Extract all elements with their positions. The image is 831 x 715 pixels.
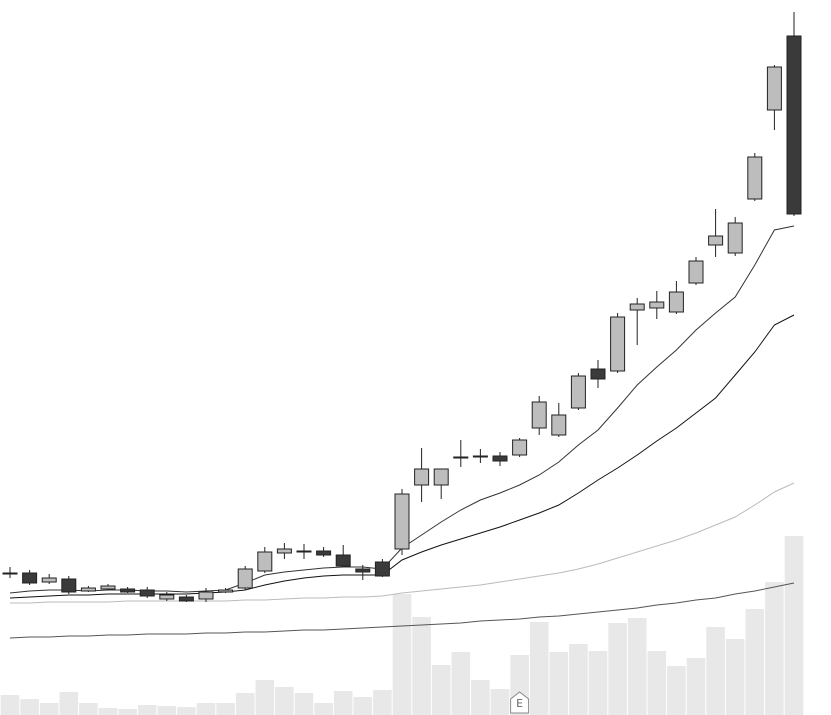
candle-body: [649, 301, 665, 309]
volume-bar: [20, 699, 39, 715]
candle-body: [394, 493, 410, 550]
candle-body: [590, 368, 606, 380]
volume-bar: [667, 666, 686, 715]
volume-bar: [431, 665, 451, 715]
candle-body: [335, 554, 351, 567]
candle-body: [120, 588, 136, 593]
volume-bar: [451, 652, 471, 715]
candle-body: [2, 572, 18, 575]
volume-bar: [745, 609, 765, 715]
volume-bar: [588, 651, 608, 715]
candle-body: [80, 587, 96, 592]
volume-bar: [706, 627, 725, 715]
volume-bar: [765, 582, 784, 715]
volume-bar: [529, 622, 549, 715]
volume-bar: [255, 680, 275, 715]
candle-body: [433, 468, 449, 486]
candle-body: [374, 561, 390, 577]
volume-bar: [216, 703, 235, 715]
volume-bar: [333, 691, 353, 715]
candle-body: [472, 455, 488, 458]
candle-body: [629, 303, 645, 311]
candle-body: [22, 572, 38, 584]
volume-bar: [157, 706, 177, 715]
candle-body: [100, 585, 116, 590]
candle-body: [766, 66, 782, 111]
candle-body: [316, 550, 332, 556]
event-marker: [510, 691, 530, 714]
volume-bar: [549, 652, 569, 715]
volume-bar: [39, 703, 59, 715]
volume-bar: [294, 693, 314, 715]
candle-body: [61, 578, 77, 593]
candle-body: [668, 291, 684, 313]
candle-body: [178, 596, 194, 602]
volume-bar: [314, 703, 333, 715]
volume-bar: [79, 703, 98, 715]
candle-body: [512, 439, 528, 456]
candle-body: [570, 375, 586, 409]
volume-bar: [59, 692, 79, 715]
candle-body: [414, 468, 430, 486]
volume-bar: [373, 690, 392, 715]
moving-average: [9, 314, 795, 599]
volume-bar: [275, 687, 294, 715]
volume-bar: [353, 697, 373, 715]
candle-body: [296, 550, 312, 553]
volume-bar: [98, 708, 118, 715]
candle-body: [198, 591, 214, 600]
volume-bar: [412, 617, 431, 715]
candle-body: [139, 589, 155, 597]
candle-body: [453, 456, 469, 459]
moving-average: [9, 582, 795, 639]
volume-bar: [608, 623, 627, 715]
event-label: E: [516, 697, 523, 710]
candle-body: [727, 222, 743, 254]
volume-bar: [177, 707, 196, 715]
candle-body: [551, 414, 567, 436]
volume-bar: [196, 703, 216, 715]
volume-bar: [686, 658, 706, 715]
candle-body: [688, 260, 704, 284]
candle-body: [747, 156, 763, 200]
candle-body: [218, 589, 234, 593]
moving-average: [10, 482, 795, 604]
candle-body: [159, 594, 175, 600]
volume-bar: [784, 536, 804, 715]
volume-bar: [471, 680, 490, 715]
volume-bar: [137, 705, 157, 715]
candle-body: [355, 568, 371, 573]
volume-bar: [490, 689, 510, 715]
volume-bar: [627, 618, 647, 715]
volume-bar: [569, 644, 588, 715]
candle-body: [610, 316, 626, 372]
volume-bar: [235, 693, 255, 715]
volume-bar: [647, 651, 667, 715]
candle-body: [708, 235, 724, 246]
candle-body: [276, 548, 292, 554]
volume-bar: [392, 594, 412, 715]
candle-body: [492, 455, 508, 462]
candle-body: [237, 568, 253, 589]
volume-bar: [118, 709, 137, 715]
candle-body: [786, 35, 802, 215]
candle-body: [531, 401, 547, 429]
candle-body: [257, 551, 273, 572]
volume-bar: [725, 639, 745, 715]
candle-body: [41, 577, 57, 583]
volume-bar: [0, 695, 20, 715]
